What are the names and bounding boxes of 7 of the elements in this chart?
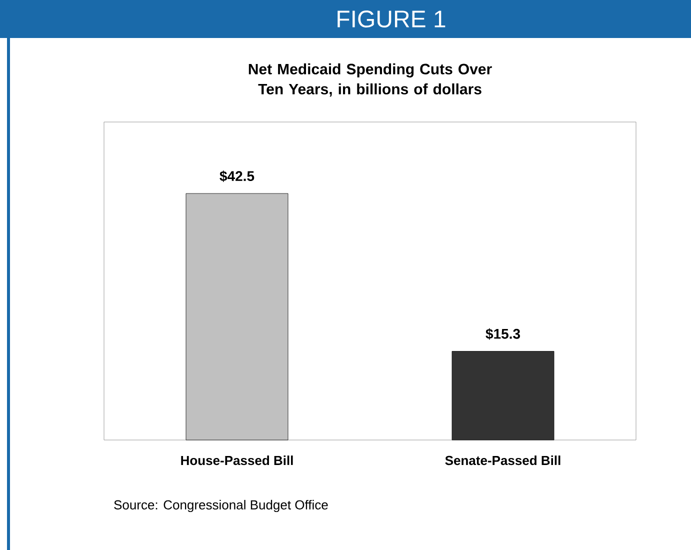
data-label: $42.5 (220, 170, 254, 182)
x-tick-label: House-Passed Bill (181, 456, 293, 466)
x-tick-label: Senate-Passed Bill (445, 456, 560, 466)
chart-title: FIGURE 1 (338, 10, 446, 28)
chart-subtitle: Net Medicaid Spending Cuts Over Ten Years, in billions of dollars (248, 63, 492, 97)
data-label: $15.3 (486, 328, 520, 340)
source-note: Source: Congressional Budget Office (114, 500, 328, 512)
